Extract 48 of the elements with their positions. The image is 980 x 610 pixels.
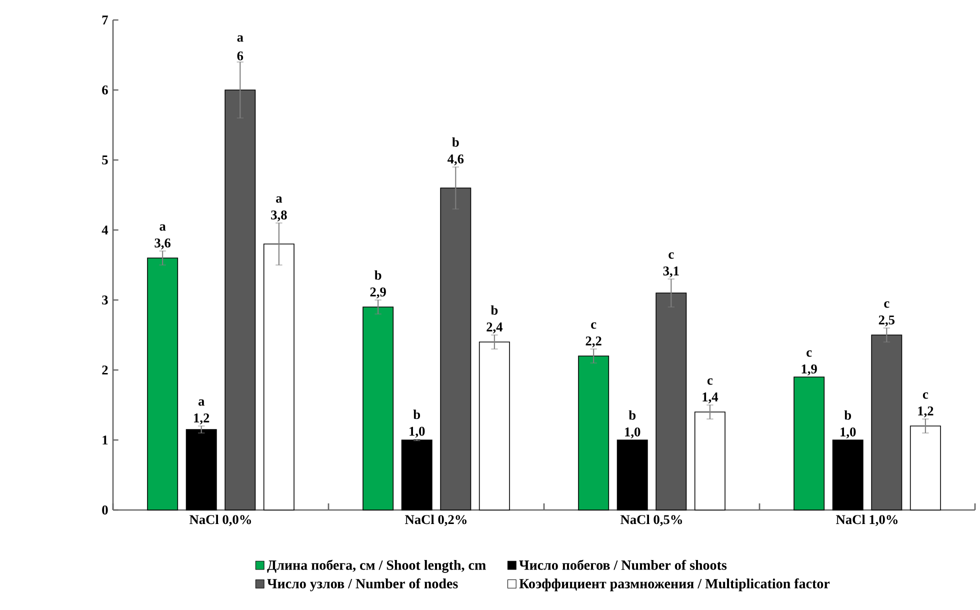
data-label: 2,4	[486, 322, 503, 334]
data-label: 1,0	[625, 427, 640, 438]
data-label: 1,4	[702, 392, 718, 404]
annotation: a	[160, 224, 166, 231]
data-label: 4,6	[448, 154, 464, 166]
y-tick-label: 5	[102, 156, 108, 164]
annotation: c	[707, 378, 713, 385]
x-tick-label: NaCl 0,0%	[190, 514, 251, 526]
annotation: a	[237, 35, 244, 42]
legend-label: Число побегов / Number of shoots	[519, 560, 727, 570]
data-label: 6	[237, 51, 244, 60]
data-label: 1,9	[802, 364, 817, 376]
annotation: b	[452, 137, 459, 147]
annotation: c	[668, 252, 674, 259]
annotation: b	[628, 410, 636, 420]
y-tick-label: 0	[102, 506, 108, 514]
data-label: 1,2	[194, 414, 210, 424]
legend-label: Коэффициент размножения / Multiplication factor	[519, 578, 830, 592]
data-label: 1,0	[840, 427, 856, 438]
data-label: 1,0	[410, 426, 425, 438]
x-tick-label: NaCl 0,2%	[405, 514, 466, 526]
annotation: c	[922, 392, 928, 399]
annotation: a	[198, 399, 204, 406]
y-tick-label: 6	[102, 86, 108, 94]
annotation: b	[490, 305, 498, 315]
data-label: 3,8	[271, 210, 287, 222]
data-label: 2,9	[370, 288, 386, 298]
annotation: c	[806, 350, 812, 357]
x-tick-label: NaCl 1,0%	[836, 514, 898, 526]
legend-label: Длина побега, см / Shoot length, cm	[267, 560, 486, 573]
y-tick-label: 7	[102, 16, 108, 24]
data-label: 1,2	[918, 406, 934, 418]
y-tick-label: 2	[102, 366, 108, 374]
x-tick-label: NaCl 0,5%	[620, 514, 682, 526]
annotation: b	[374, 270, 382, 280]
data-label: 3,1	[663, 266, 679, 278]
annotation: b	[844, 410, 852, 420]
data-label: 3,6	[154, 238, 171, 250]
data-label: 2,5	[878, 316, 895, 326]
y-tick-label: 1	[102, 436, 108, 444]
annotation: b	[413, 410, 420, 420]
legend-label: Число узлов / Number of nodes	[267, 578, 458, 592]
y-tick-label: 3	[102, 296, 108, 304]
annotation: c	[591, 322, 596, 329]
y-tick-label: 4	[102, 226, 108, 234]
annotation: c	[884, 301, 890, 308]
data-label: 2,2	[586, 336, 602, 348]
annotation: a	[276, 196, 282, 203]
